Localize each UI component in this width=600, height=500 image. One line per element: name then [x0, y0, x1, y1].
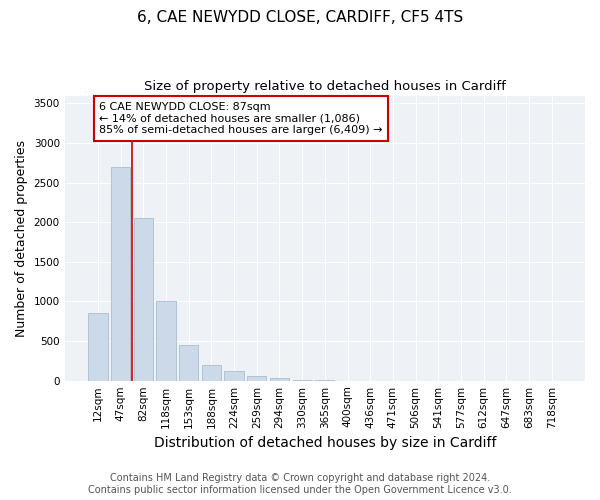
Bar	[179, 345, 199, 380]
X-axis label: Distribution of detached houses by size in Cardiff: Distribution of detached houses by size …	[154, 436, 496, 450]
Bar	[247, 376, 266, 380]
Y-axis label: Number of detached properties: Number of detached properties	[15, 140, 28, 336]
Bar	[88, 314, 107, 380]
Title: Size of property relative to detached houses in Cardiff: Size of property relative to detached ho…	[144, 80, 506, 93]
Bar	[224, 371, 244, 380]
Bar	[157, 302, 176, 380]
Bar	[202, 365, 221, 380]
Text: 6, CAE NEWYDD CLOSE, CARDIFF, CF5 4TS: 6, CAE NEWYDD CLOSE, CARDIFF, CF5 4TS	[137, 10, 463, 25]
Bar	[134, 218, 153, 380]
Bar	[111, 167, 130, 380]
Bar	[270, 378, 289, 380]
Text: Contains HM Land Registry data © Crown copyright and database right 2024.
Contai: Contains HM Land Registry data © Crown c…	[88, 474, 512, 495]
Text: 6 CAE NEWYDD CLOSE: 87sqm
← 14% of detached houses are smaller (1,086)
85% of se: 6 CAE NEWYDD CLOSE: 87sqm ← 14% of detac…	[99, 102, 383, 135]
